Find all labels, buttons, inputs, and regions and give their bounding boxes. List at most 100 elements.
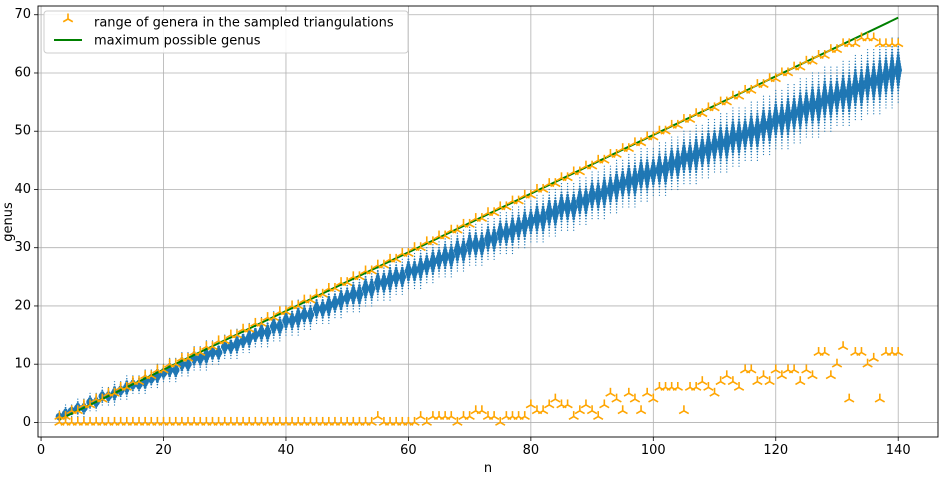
sample-point xyxy=(181,351,183,354)
sample-point xyxy=(462,232,465,234)
marker-arm xyxy=(62,18,69,23)
sample-point xyxy=(259,324,264,329)
sample-point xyxy=(860,103,863,107)
sample-point xyxy=(530,203,532,205)
sample-point xyxy=(334,317,336,319)
sample-point xyxy=(756,112,759,115)
min-genus-marker xyxy=(488,411,500,421)
sample-point xyxy=(400,268,405,274)
sample-point xyxy=(585,182,587,185)
sample-point xyxy=(756,159,758,161)
sample-point xyxy=(628,156,630,159)
marker-arm xyxy=(775,78,781,83)
sample-point xyxy=(651,161,656,166)
sample-point xyxy=(707,127,710,130)
sample-point xyxy=(793,130,796,133)
sample-point xyxy=(174,377,177,380)
sample-point xyxy=(406,263,411,268)
sample-point xyxy=(846,82,852,87)
sample-point xyxy=(701,177,703,179)
marker-arm xyxy=(470,217,477,223)
sample-point xyxy=(230,357,232,359)
marker-arm xyxy=(170,363,177,368)
marker-arm xyxy=(237,328,244,333)
sample-point xyxy=(658,185,661,188)
sample-point xyxy=(609,165,612,167)
sample-point xyxy=(340,314,342,316)
sample-point xyxy=(579,177,581,179)
sample-point xyxy=(438,244,440,246)
sample-point xyxy=(301,309,307,315)
sample-point xyxy=(399,271,406,277)
sample-point xyxy=(707,132,710,136)
max-genus-marker xyxy=(84,399,96,409)
sample-point xyxy=(670,142,673,144)
sample-point xyxy=(632,169,637,175)
marker-arm xyxy=(769,380,775,386)
sample-point xyxy=(670,150,674,154)
marker-arm xyxy=(219,421,226,426)
marker-arm xyxy=(537,410,544,415)
sample-point xyxy=(499,246,502,249)
sample-point xyxy=(377,296,379,298)
marker-arm xyxy=(372,415,379,421)
sample-point xyxy=(761,111,766,116)
sample-point xyxy=(566,220,569,223)
y-tick-label: 10 xyxy=(14,357,31,372)
sample-point xyxy=(554,197,557,200)
marker-arm xyxy=(207,421,213,426)
sample-point xyxy=(481,264,483,266)
marker-arm xyxy=(346,281,353,287)
sample-point xyxy=(725,156,729,159)
marker-arm xyxy=(482,415,489,421)
sample-point xyxy=(634,203,636,205)
sample-point xyxy=(646,191,649,194)
sample-point xyxy=(480,251,484,256)
sample-point xyxy=(890,85,894,90)
sample-point xyxy=(248,348,250,351)
min-genus-marker xyxy=(366,416,377,426)
sample-point xyxy=(571,196,576,201)
marker-arm xyxy=(874,43,881,48)
marker-arm xyxy=(518,200,524,205)
sample-point xyxy=(547,199,551,203)
sample-point xyxy=(572,188,575,191)
sample-point xyxy=(695,183,697,185)
max-genus-marker xyxy=(342,277,353,287)
sample-point xyxy=(528,213,534,218)
sample-point xyxy=(779,108,785,114)
sample-point xyxy=(621,193,625,197)
sample-point xyxy=(358,308,361,310)
sample-point xyxy=(627,162,630,165)
sample-point xyxy=(805,89,808,92)
sample-point xyxy=(872,60,875,63)
sample-point xyxy=(810,93,815,99)
marker-arm xyxy=(421,241,428,246)
sample-point xyxy=(854,113,857,115)
sample-point xyxy=(444,241,447,243)
marker-arm xyxy=(825,48,832,54)
marker-arm xyxy=(121,421,128,426)
max-genus-marker xyxy=(305,294,316,304)
sample-point xyxy=(811,130,814,132)
sample-point xyxy=(529,228,533,232)
sample-point xyxy=(891,107,893,109)
sample-point xyxy=(444,270,447,272)
sample-point xyxy=(866,104,869,106)
sample-point xyxy=(774,103,778,107)
sample-point xyxy=(346,308,348,310)
max-genus-marker xyxy=(195,347,206,356)
sample-point xyxy=(566,217,569,220)
marker-arm xyxy=(207,346,213,351)
sample-point xyxy=(737,146,741,151)
sample-point xyxy=(590,205,594,209)
sample-point xyxy=(328,319,330,322)
sample-point xyxy=(670,176,673,180)
sample-point xyxy=(474,229,477,232)
sample-point xyxy=(755,120,760,125)
sample-point xyxy=(818,72,820,74)
sample-point xyxy=(762,109,765,113)
sample-point xyxy=(517,214,520,217)
sample-point xyxy=(260,343,263,345)
sample-point xyxy=(756,107,759,109)
